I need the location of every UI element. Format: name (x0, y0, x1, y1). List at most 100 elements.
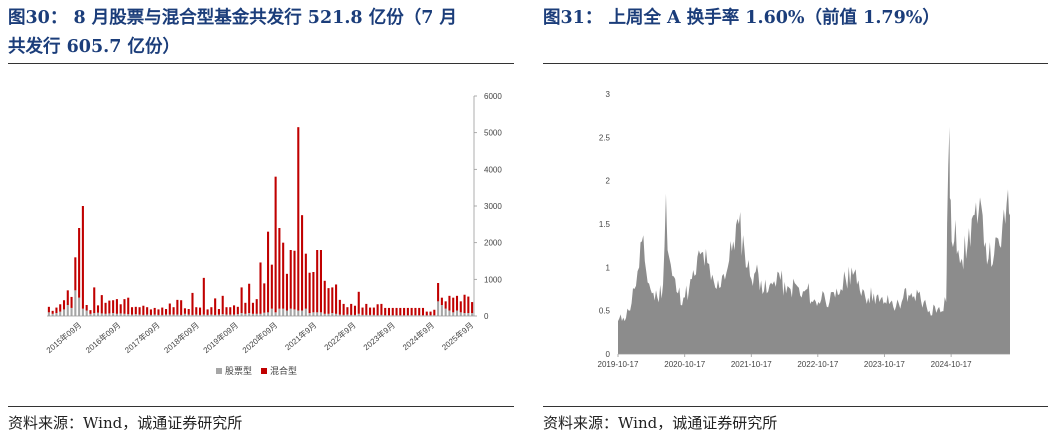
bar-mixed-22 (130, 307, 134, 315)
bar-mixed-34 (176, 299, 179, 315)
turnover-area-series (618, 126, 1010, 355)
bar-stock-38 (191, 314, 194, 316)
x-tick-label-1: 2016年09月 (83, 320, 122, 355)
bar-mixed-101 (429, 311, 432, 316)
bar-mixed-15 (104, 302, 107, 314)
left-source-note: 资料来源：Wind，诚通证券研究所 (8, 414, 243, 432)
bar-mixed-50 (236, 306, 239, 315)
bar-mixed-39 (195, 307, 198, 315)
x-tick-label-7: 2022年9月 (322, 320, 358, 352)
bar-stock-43 (210, 314, 213, 316)
bar-mixed-94 (403, 307, 406, 316)
bar-mixed-12 (93, 287, 96, 314)
bar-stock-23 (134, 314, 137, 316)
bar-mixed-71 (316, 250, 319, 313)
bar-mixed-45 (217, 309, 220, 315)
bar-mixed-10 (85, 305, 88, 311)
bar-mixed-90 (387, 307, 391, 316)
bar-stock-0 (47, 312, 50, 316)
bar-mixed-85 (369, 307, 372, 315)
bar-mixed-84 (365, 303, 368, 315)
bar-mixed-93 (399, 307, 402, 316)
y-tick-label-6: 3 (606, 90, 611, 99)
bar-stock-33 (172, 314, 175, 316)
bar-stock-16 (108, 313, 111, 316)
bar-stock-12 (93, 313, 96, 316)
bar-mixed-6 (70, 296, 73, 308)
y-tick-label-2: 2000 (484, 239, 502, 248)
bar-mixed-42 (206, 309, 209, 315)
bar-mixed-100 (425, 311, 428, 316)
x-tick-label-6: 2021年9月 (283, 320, 319, 352)
bar-stock-32 (168, 314, 171, 316)
right-figure-title: 图31： 上周全 A 换手率 1.60%（前值 1.79%） (543, 8, 940, 28)
bar-stock-22 (130, 314, 134, 316)
bar-mixed-7 (74, 257, 77, 291)
bar-mixed-112 (471, 302, 474, 314)
bar-stock-21 (127, 314, 130, 316)
bar-stock-57 (263, 312, 266, 316)
bar-mixed-14 (100, 295, 103, 314)
bar-stock-54 (251, 313, 254, 316)
x-tick-label-4: 2019年09月 (201, 320, 240, 355)
bar-mixed-19 (119, 304, 122, 314)
bar-stock-69 (308, 313, 311, 316)
bar-stock-11 (89, 313, 92, 316)
left-title-line-2: 共发行 605.7 亿份） (8, 37, 180, 57)
x-tick-label-10: 2025年9月 (440, 320, 476, 352)
legend-swatch-1 (261, 368, 267, 374)
y-tick-label-3: 1.5 (599, 220, 611, 229)
bar-stock-39 (195, 314, 198, 316)
right-turnover-chart: 0 0.5 1 1.5 2 2.5 3 2019-10-17 2020-10-17 2021-10… (598, 90, 1010, 369)
bar-stock-8 (78, 297, 81, 316)
bar-stock-9 (81, 308, 84, 316)
bar-mixed-55 (255, 299, 258, 314)
bar-mixed-26 (146, 307, 149, 315)
bar-stock-107 (452, 312, 455, 316)
x-tick-label-4: 2023-10-17 (864, 360, 905, 369)
bar-stock-110 (463, 313, 466, 316)
bar-mixed-96 (410, 307, 413, 316)
bar-mixed-1 (51, 310, 54, 314)
bar-stock-18 (115, 313, 118, 316)
bar-stock-85 (369, 314, 372, 316)
bar-stock-49 (233, 314, 236, 316)
bar-stock-37 (187, 314, 190, 316)
bar-mixed-43 (210, 307, 213, 315)
bar-stock-111 (467, 313, 470, 316)
bar-stock-80 (350, 314, 353, 316)
bar-mixed-65 (293, 250, 296, 310)
x-tick-label-0: 2015年09月 (44, 320, 83, 355)
bar-stock-105 (444, 308, 447, 316)
bar-mixed-54 (251, 302, 254, 314)
bar-mixed-80 (350, 303, 353, 315)
bar-mixed-35 (180, 300, 183, 315)
bar-stock-55 (255, 313, 258, 316)
bar-mixed-97 (414, 307, 417, 316)
bar-stock-81 (353, 314, 357, 316)
bar-mixed-70 (312, 272, 315, 313)
bar-mixed-4 (62, 300, 66, 310)
bar-stock-76 (335, 313, 338, 316)
bar-mixed-0 (47, 306, 50, 313)
bar-mixed-95 (406, 307, 409, 316)
bar-stock-1 (51, 313, 54, 316)
bar-mixed-87 (376, 304, 379, 316)
bar-stock-30 (161, 314, 164, 316)
bar-stock-6 (70, 307, 73, 316)
bar-mixed-66 (297, 127, 300, 311)
bar-stock-71 (316, 312, 319, 316)
bar-mixed-57 (263, 283, 266, 313)
bar-mixed-91 (391, 307, 394, 316)
y-tick-label-3: 3000 (484, 202, 502, 211)
bar-stock-40 (199, 314, 202, 316)
bar-stock-59 (270, 308, 273, 316)
bar-mixed-111 (467, 296, 470, 314)
bar-mixed-28 (153, 307, 156, 315)
bar-stock-36 (183, 313, 186, 316)
x-tick-label-2: 2017年09月 (123, 320, 162, 355)
bar-stock-44 (214, 314, 217, 316)
y-tick-label-4: 4000 (484, 165, 502, 174)
y-tick-label-0: 0 (484, 312, 489, 321)
bar-stock-5 (66, 305, 69, 316)
